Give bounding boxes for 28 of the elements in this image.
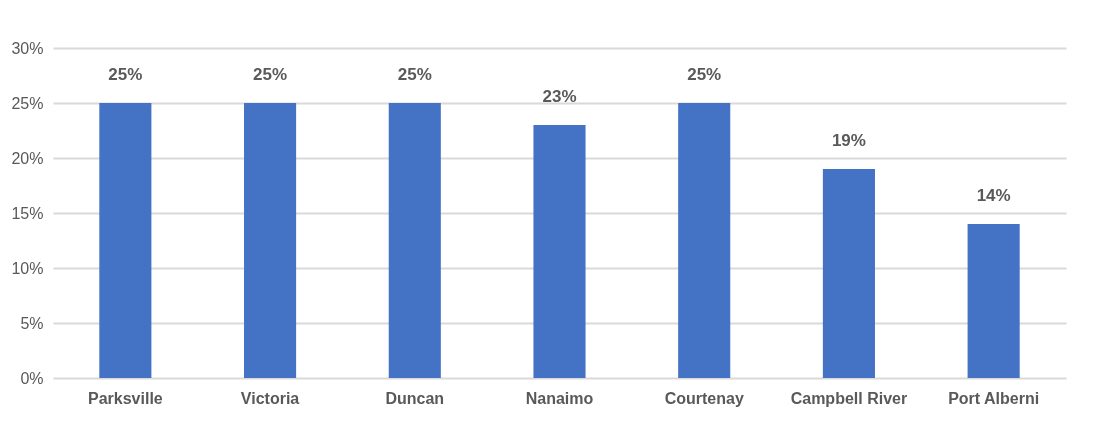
x-tick-label: Courtenay xyxy=(664,389,744,407)
bar xyxy=(678,103,731,378)
y-tick-label: 15% xyxy=(11,204,44,222)
y-tick-label: 25% xyxy=(11,94,44,112)
x-tick-label: Nanaimo xyxy=(525,389,594,407)
data-label: 14% xyxy=(976,186,1011,205)
y-tick-label: 20% xyxy=(11,149,44,167)
data-label: 25% xyxy=(397,65,432,84)
data-label: 25% xyxy=(253,65,288,84)
y-tick-label: 0% xyxy=(20,369,44,387)
data-label: 23% xyxy=(542,87,577,106)
bar xyxy=(822,169,875,378)
bar xyxy=(388,103,441,378)
data-label: 25% xyxy=(687,65,722,84)
data-label: 19% xyxy=(831,131,866,150)
bar xyxy=(99,103,152,378)
x-tick-label: Campbell River xyxy=(790,389,908,407)
y-tick-label: 10% xyxy=(11,259,44,277)
x-tick-label: Victoria xyxy=(240,389,300,407)
x-tick-label: Duncan xyxy=(385,389,445,407)
y-tick-label: 5% xyxy=(20,314,44,332)
bar xyxy=(244,103,297,378)
x-tick-label: Parksville xyxy=(87,389,163,407)
bar xyxy=(967,224,1020,378)
x-tick-label: Port Alberni xyxy=(948,389,1040,407)
data-label: 25% xyxy=(108,65,143,84)
y-tick-label: 30% xyxy=(11,39,44,57)
bar xyxy=(533,125,586,378)
